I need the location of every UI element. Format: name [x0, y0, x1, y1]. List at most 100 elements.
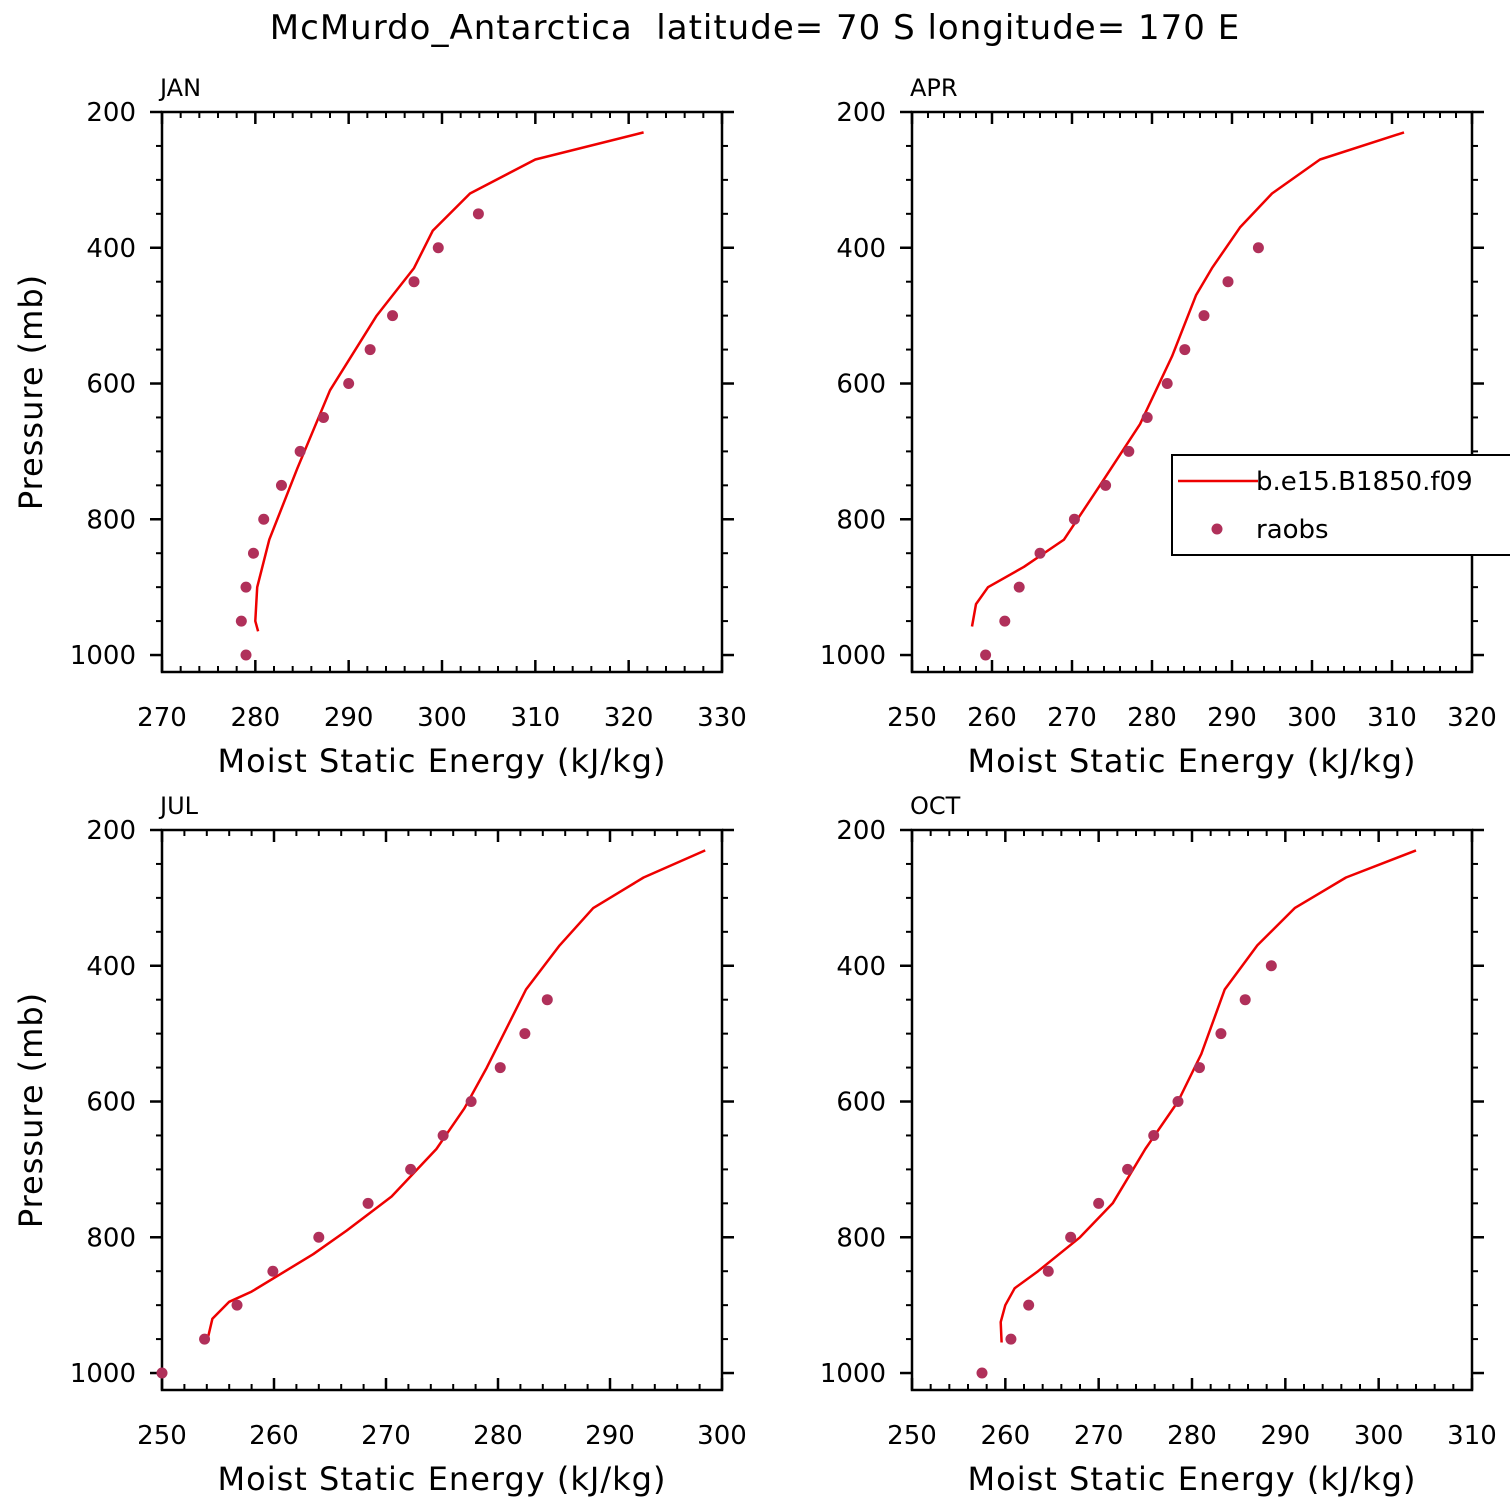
- raobs-point: [1161, 378, 1173, 390]
- panel-jan: 270 280 290 300 310 320 330 200 400 600 800 1000 JAN…: [12, 74, 747, 780]
- raobs-point: [317, 411, 329, 423]
- x-tick-label: 260: [249, 1421, 299, 1451]
- x-tick-label: 280: [1167, 1421, 1217, 1451]
- y-tick-label: 800: [86, 505, 136, 535]
- model-line: [205, 849, 706, 1343]
- raobs-point: [405, 1163, 417, 1175]
- x-tick-label: 270: [361, 1421, 411, 1451]
- panel-label: OCT: [910, 792, 961, 820]
- x-tick-label: 250: [137, 1421, 187, 1451]
- raobs-point: [1023, 1299, 1035, 1311]
- raobs-point: [1141, 411, 1153, 423]
- raobs-point: [1239, 994, 1251, 1006]
- x-tick-label: 320: [604, 703, 654, 733]
- y-tick-label: 600: [86, 1088, 136, 1118]
- raobs-point: [240, 649, 252, 661]
- raobs-point: [247, 547, 259, 559]
- x-tick-label: 290: [324, 703, 374, 733]
- y-tick-label: 800: [86, 1223, 136, 1253]
- raobs-point: [1265, 960, 1277, 972]
- x-tick-label: 290: [1207, 703, 1257, 733]
- raobs-point: [1005, 1333, 1017, 1345]
- raobs-point: [1034, 547, 1046, 559]
- raobs-point: [1172, 1096, 1184, 1108]
- y-tick-label: 200: [86, 98, 136, 128]
- raobs-point: [343, 378, 355, 390]
- legend: b.e15.B1850.f09 raobs: [1171, 454, 1510, 556]
- raobs-point: [267, 1265, 279, 1277]
- raobs-point: [275, 479, 287, 491]
- x-tick-label: 280: [231, 703, 281, 733]
- raobs-point: [1252, 242, 1264, 254]
- raobs-point: [1148, 1129, 1160, 1141]
- y-tick-label: 200: [836, 816, 886, 846]
- raobs-point: [541, 994, 553, 1006]
- raobs-point: [231, 1299, 243, 1311]
- x-tick-label: 250: [887, 1421, 937, 1451]
- y-tick-label: 800: [836, 1223, 886, 1253]
- x-tick-label: 310: [511, 703, 561, 733]
- y-tick-label: 400: [836, 234, 886, 264]
- legend-obs-label: raobs: [1256, 515, 1329, 545]
- y-tick-label: 600: [836, 370, 886, 400]
- legend-box: [1171, 454, 1510, 556]
- raobs-point: [240, 581, 252, 593]
- raobs-point: [1215, 1028, 1227, 1040]
- y-tick-label: 600: [86, 370, 136, 400]
- y-tick-label: 200: [836, 98, 886, 128]
- x-tick-label: 290: [1261, 1421, 1311, 1451]
- raobs-point: [313, 1231, 325, 1243]
- x-tick-label: 320: [1447, 703, 1497, 733]
- y-tick-label: 1000: [70, 1359, 136, 1389]
- raobs-point: [1065, 1231, 1077, 1243]
- y-tick-label: 1000: [820, 641, 886, 671]
- x-tick-label: 300: [697, 1421, 747, 1451]
- y-tick-label: 1000: [820, 1359, 886, 1389]
- model-line: [999, 849, 1417, 1343]
- raobs-point: [235, 615, 247, 627]
- raobs-point: [976, 1367, 988, 1379]
- y-tick-label: 400: [836, 952, 886, 982]
- y-tick-label: 400: [86, 234, 136, 264]
- panel-oct: 250 260 270 280 290 300 310 200 400 600 800 1000 OCT…: [820, 792, 1497, 1498]
- y-axis-label: Pressure (mb): [12, 274, 50, 510]
- raobs-point: [1068, 513, 1080, 525]
- x-tick-label: 300: [417, 703, 467, 733]
- plot-frame: [910, 110, 1474, 674]
- x-tick-label: 300: [1287, 703, 1337, 733]
- model-line: [970, 131, 1405, 627]
- y-tick-label: 600: [836, 1088, 886, 1118]
- x-axis-label: Moist Static Energy (kJ/kg): [968, 742, 1417, 780]
- x-tick-label: 250: [887, 703, 937, 733]
- plot-frame: [160, 828, 724, 1392]
- x-tick-label: 280: [1127, 703, 1177, 733]
- x-tick-label: 310: [1367, 703, 1417, 733]
- legend-model-label: b.e15.B1850.f09: [1256, 467, 1473, 497]
- raobs-point: [1179, 344, 1191, 356]
- plot-frame: [910, 828, 1474, 1392]
- x-tick-label: 300: [1354, 1421, 1404, 1451]
- raobs-point: [387, 310, 399, 322]
- raobs-point: [1122, 1163, 1134, 1175]
- raobs-point: [1093, 1197, 1105, 1209]
- panel-jul: 250 260 270 280 290 300 200 400 600 800 1000 JUL Moi…: [12, 792, 747, 1498]
- raobs-point: [519, 1028, 531, 1040]
- x-axis-label: Moist Static Energy (kJ/kg): [218, 1460, 667, 1498]
- raobs-point: [199, 1333, 211, 1345]
- x-tick-label: 280: [473, 1421, 523, 1451]
- x-tick-label: 260: [967, 703, 1017, 733]
- raobs-point: [1123, 445, 1135, 457]
- x-axis-label: Moist Static Energy (kJ/kg): [968, 1460, 1417, 1498]
- x-tick-label: 270: [1074, 1421, 1124, 1451]
- panel-label: JUL: [158, 792, 199, 820]
- raobs-point: [432, 242, 444, 254]
- raobs-point: [258, 513, 270, 525]
- legend-dot-swatch: [1211, 523, 1223, 535]
- raobs-point: [362, 1197, 374, 1209]
- raobs-point: [980, 649, 992, 661]
- x-tick-label: 270: [1047, 703, 1097, 733]
- raobs-point: [437, 1129, 449, 1141]
- raobs-point: [1100, 479, 1112, 491]
- raobs-point: [1042, 1265, 1054, 1277]
- raobs-point: [465, 1096, 477, 1108]
